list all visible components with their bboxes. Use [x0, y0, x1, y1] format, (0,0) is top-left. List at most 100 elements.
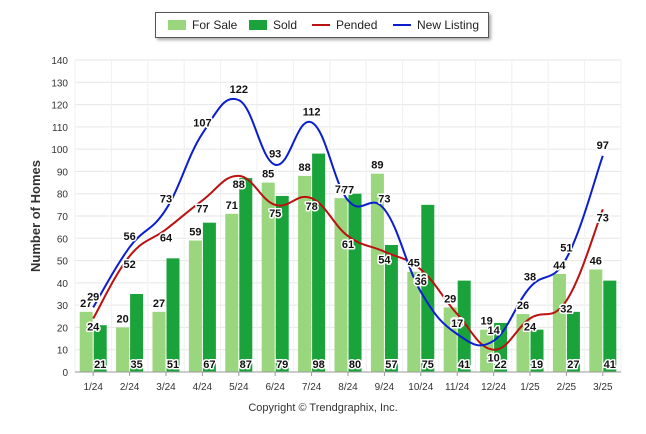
- y-tick-label: 70: [57, 212, 69, 223]
- legend-item-for-sale[interactable]: For Sale: [168, 18, 237, 32]
- pended-value-label: 78: [305, 201, 317, 213]
- x-tick-label: 12/24: [481, 382, 506, 393]
- x-tick-label: 2/25: [557, 382, 577, 393]
- for-sale-value-label-halo: 78: [335, 184, 347, 196]
- y-tick-label: 80: [57, 190, 69, 201]
- pended-value-label-halo: 24: [524, 322, 537, 334]
- sold-value-label: 57: [385, 359, 397, 371]
- bar-for-sale: [225, 213, 239, 372]
- x-tick-label: 1/24: [83, 382, 103, 393]
- sold-value-label: 79: [276, 359, 288, 371]
- for-sale-value-label: 85: [262, 169, 274, 181]
- for-sale-value-label: 89: [371, 160, 383, 172]
- pended-value-label: 54: [378, 255, 391, 267]
- for-sale-value-label: 26: [517, 300, 529, 312]
- pended-value-label-halo: 88: [233, 179, 245, 191]
- sold-value-label: 75: [422, 359, 434, 371]
- for-sale-value-label-halo: 89: [371, 160, 383, 172]
- for-sale-value-label: 46: [590, 255, 602, 267]
- for-sale-value-label-halo: 26: [517, 300, 529, 312]
- grid-layer: [74, 59, 622, 373]
- for-sale-value-label-halo: 27: [80, 298, 92, 310]
- for-sale-value-label-halo: 59: [189, 227, 201, 239]
- x-tick-label: 7/24: [302, 382, 322, 393]
- new-listing-value-label-halo: 38: [524, 271, 536, 283]
- y-tick-label: 100: [51, 145, 68, 156]
- legend-item-new-listing[interactable]: New Listing: [393, 18, 479, 32]
- for-sale-value-label: 45: [408, 258, 420, 270]
- new-listing-value-label: 14: [487, 325, 500, 337]
- new-listing-line-icon: [393, 24, 411, 26]
- for-sale-value-label-halo: 27: [153, 298, 165, 310]
- pended-value-label-halo: 78: [305, 201, 317, 213]
- bar-for-sale: [188, 240, 202, 372]
- bar-for-sale: [334, 198, 348, 372]
- for-sale-value-label: 27: [153, 298, 165, 310]
- new-listing-value-label-halo: 14: [487, 325, 500, 337]
- sold-value-label-halo: 41: [604, 359, 616, 371]
- legend: For Sale Sold Pended New Listing: [155, 12, 489, 38]
- new-listing-value-label: 107: [193, 118, 211, 130]
- sold-value-label: 19: [531, 359, 543, 371]
- new-listing-value-label: 73: [160, 193, 172, 205]
- for-sale-value-label: 20: [116, 313, 128, 325]
- sold-value-label: 51: [167, 359, 179, 371]
- pended-value-label-halo: 52: [123, 259, 135, 271]
- x-tick-label: 8/24: [338, 382, 358, 393]
- bar-sold: [130, 294, 144, 372]
- x-tick-label: 10/24: [408, 382, 433, 393]
- bar-sold: [566, 311, 580, 372]
- new-listing-value-label: 77: [342, 184, 354, 196]
- sold-value-label-halo: 51: [167, 359, 179, 371]
- pended-value-label-halo: 10: [487, 353, 499, 365]
- y-axis-label: Number of Homes: [28, 160, 43, 272]
- legend-item-pended[interactable]: Pended: [312, 18, 377, 32]
- label-layer: 2727202027275959717185858888787889894545…: [79, 83, 618, 373]
- bar-sold: [384, 244, 398, 372]
- for-sale-value-label-halo: 45: [408, 258, 420, 270]
- bar-for-sale: [552, 273, 566, 372]
- y-tick-label: 50: [57, 257, 69, 268]
- pended-value-label: 10: [487, 353, 499, 365]
- new-listing-value-label-halo: 97: [597, 140, 609, 152]
- bar-sold: [275, 195, 289, 372]
- sold-value-label-halo: 98: [312, 359, 324, 371]
- sold-value-label: 80: [349, 359, 361, 371]
- for-sale-value-label: 44: [553, 260, 566, 272]
- x-tick-label: 3/25: [593, 382, 613, 393]
- legend-item-sold[interactable]: Sold: [249, 18, 297, 32]
- legend-label-new-listing: New Listing: [417, 18, 480, 32]
- pended-value-label: 75: [269, 208, 281, 220]
- x-tick-label: 3/24: [156, 382, 176, 393]
- new-listing-value-label-halo: 77: [342, 184, 354, 196]
- bar-sold: [166, 258, 180, 372]
- y-tick-label: 140: [51, 56, 68, 67]
- bar-sold: [239, 178, 253, 372]
- pended-value-label-halo: 54: [378, 255, 391, 267]
- sold-value-label: 67: [203, 359, 215, 371]
- for-sale-value-label: 78: [335, 184, 347, 196]
- y-tick-label: 30: [57, 301, 69, 312]
- new-listing-value-label-halo: 112: [303, 106, 321, 118]
- pended-value-label-halo: 73: [597, 212, 609, 224]
- for-sale-value-label-halo: 19: [480, 316, 492, 328]
- bar-for-sale: [298, 175, 312, 372]
- sold-value-label: 87: [240, 359, 252, 371]
- pended-value-label: 61: [342, 239, 354, 251]
- sold-value-label-halo: 79: [276, 359, 288, 371]
- bar-sold: [312, 153, 326, 372]
- bar-for-sale: [407, 271, 421, 372]
- y-tick-label: 20: [57, 323, 69, 334]
- pended-value-label: 26: [451, 317, 463, 329]
- sold-value-label-halo: 75: [422, 359, 434, 371]
- new-listing-value-label: 17: [451, 318, 463, 330]
- bar-for-sale: [79, 311, 93, 372]
- new-listing-value-label-halo: 17: [451, 318, 463, 330]
- for-sale-value-label-halo: 29: [444, 293, 456, 305]
- bar-sold: [348, 193, 362, 372]
- new-listing-value-label: 97: [597, 140, 609, 152]
- new-listing-value-label: 93: [269, 149, 281, 161]
- y-tick-label: 90: [57, 167, 69, 178]
- legend-label-sold: Sold: [273, 18, 298, 32]
